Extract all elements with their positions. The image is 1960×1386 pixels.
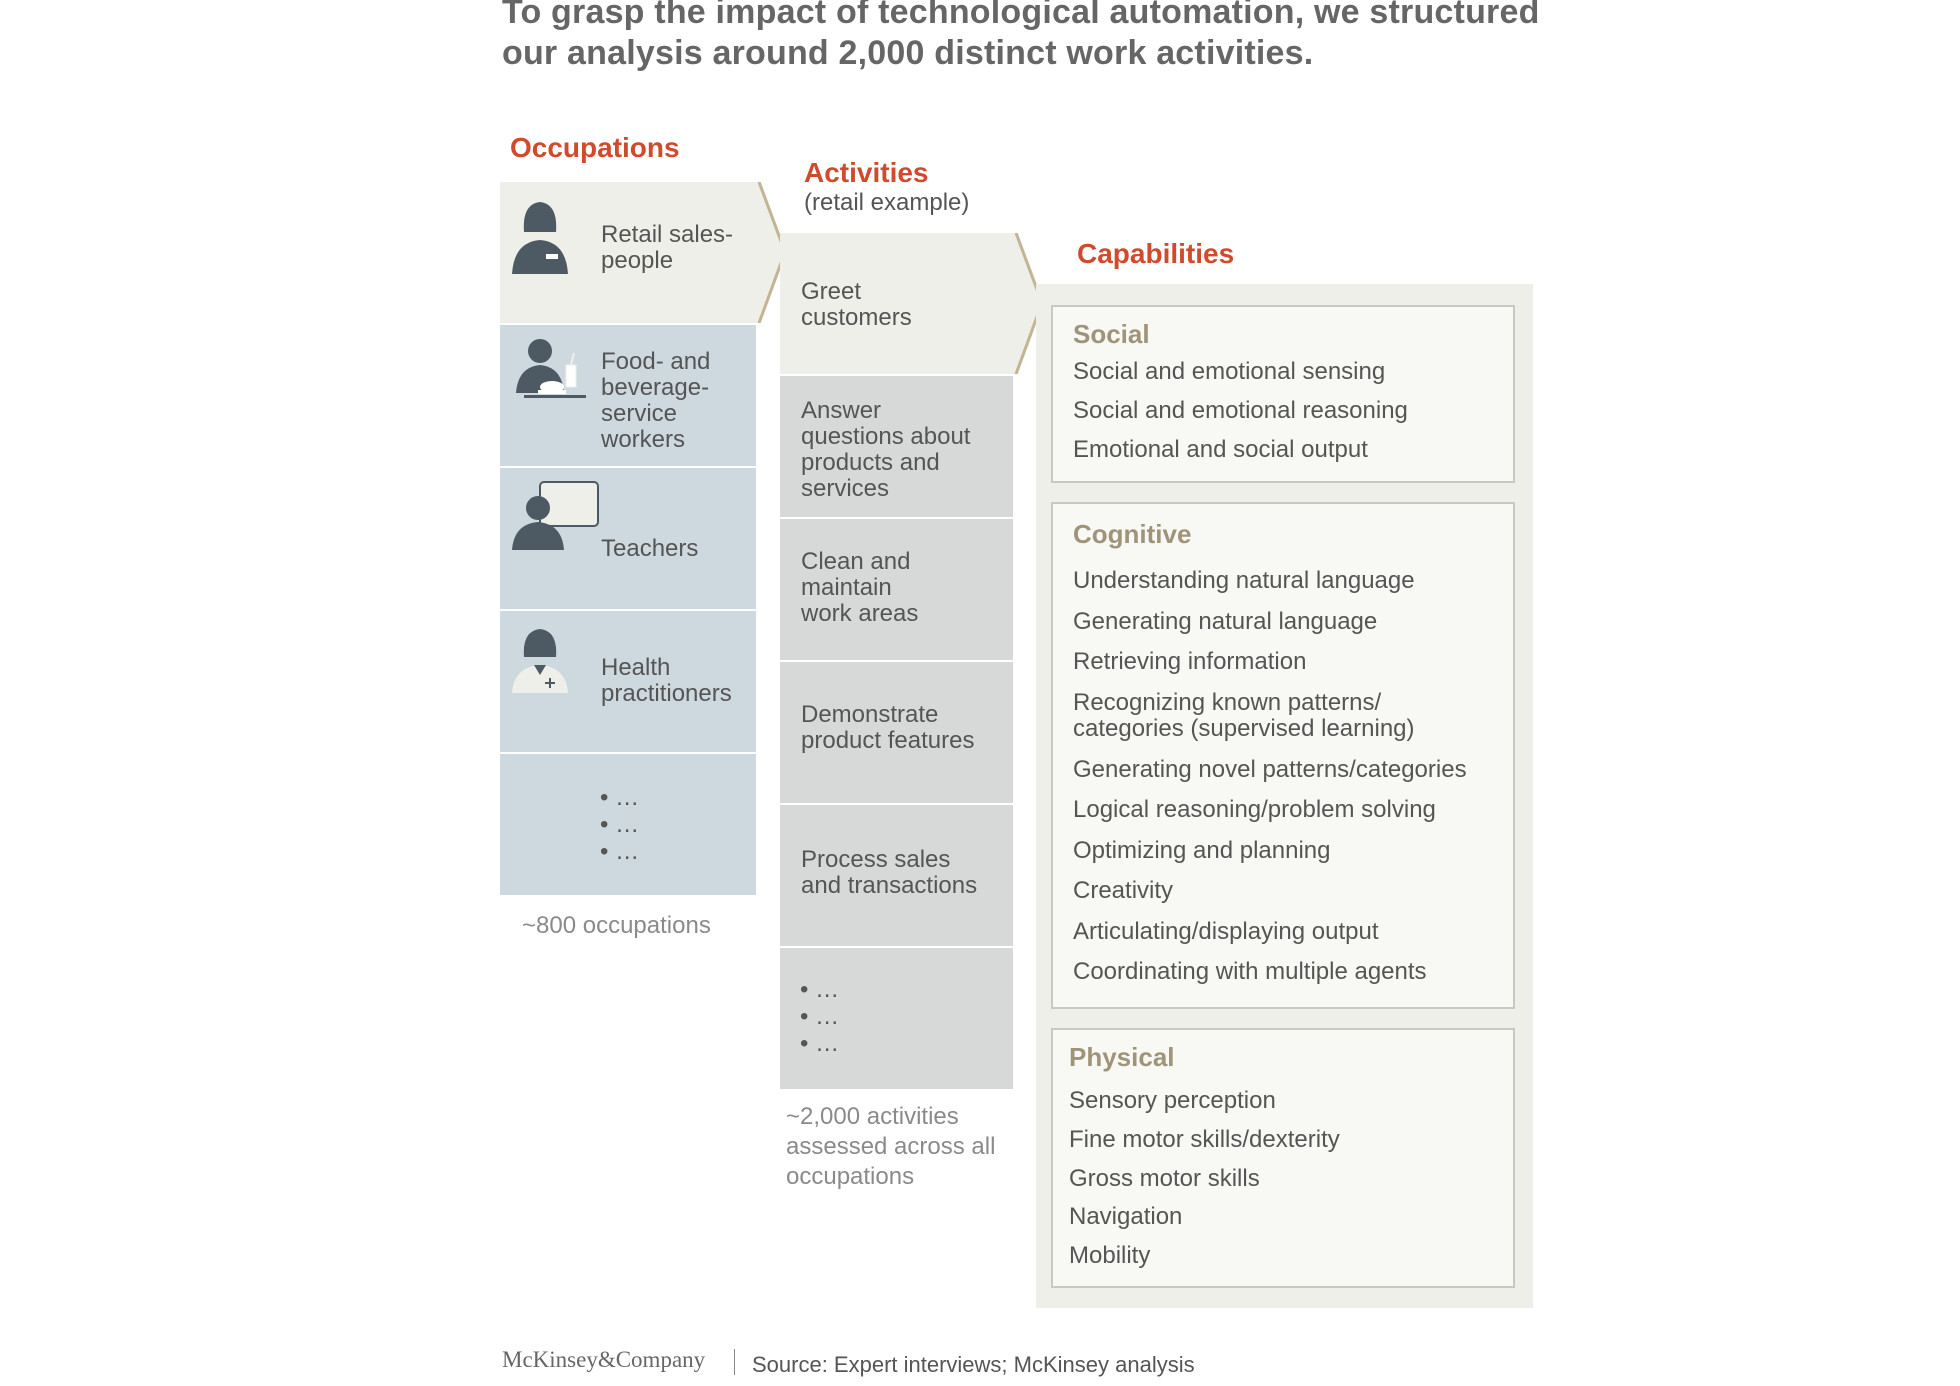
food-service-worker-icon [516,339,586,398]
capability-item: Articulating/displaying output [1073,918,1379,945]
group-title: Physical [1069,1042,1175,1072]
activity-clean-maintain: Clean and maintain work areas [780,519,1013,660]
capability-item: Retrieving information [1073,648,1307,675]
capability-item: Mobility [1069,1242,1151,1269]
activity-demonstrate-features: Demonstrate product features [780,662,1013,803]
health-practitioner-icon [512,629,568,693]
activity-greet-customers: Greet customers [780,233,1013,374]
activity-label: Process sales and transactions [801,846,978,899]
occupation-label: Teachers [601,535,699,562]
capability-item: Gross motor skills [1069,1165,1260,1192]
occupation-label: Health practitioners [601,654,732,707]
source-note: Source: Expert interviews; McKinsey anal… [752,1352,1195,1377]
occupation-health-practitioners: Health practitioners [500,611,756,752]
capability-item: Logical reasoning/problem solving [1073,796,1436,823]
occupation-retail-salespeople: Retail sales- people [500,182,756,323]
capability-item: Fine motor skills/dexterity [1069,1126,1340,1153]
occupations-heading: Occupations [510,132,680,163]
capability-group-social: Social Social and emotional sensing Soci… [1051,305,1515,483]
activity-answer-questions: Answer questions about products and serv… [780,376,1013,517]
activity-process-sales: Process sales and transactions [780,805,1013,946]
capability-item: Generating natural language [1073,608,1378,635]
capability-item: Navigation [1069,1203,1183,1230]
occupation-teachers: Teachers [500,468,756,609]
capability-item: Social and emotional reasoning [1073,397,1408,424]
page-title: To grasp the impact of technological aut… [502,0,1540,72]
occupation-food-beverage-workers: Food- and beverage- service workers [500,325,756,466]
activity-label: Greet customers [801,278,912,331]
capability-item: Generating novel patterns/categories [1073,756,1467,783]
footer-divider [734,1349,735,1375]
capability-item: Optimizing and planning [1073,837,1331,864]
teacher-icon [512,481,599,550]
capability-item: Sensory perception [1069,1087,1276,1114]
occupation-more: • … • … • … [500,754,756,895]
ellipsis-list: • … • … • … [600,784,640,865]
group-title: Cognitive [1073,519,1192,549]
capability-group-physical: Physical Sensory perception Fine motor s… [1051,1028,1515,1288]
mckinsey-logo: McKinsey&Company [502,1347,706,1372]
activities-subheading: (retail example) [804,189,970,216]
activities-heading: Activities [804,157,929,188]
saleswoman-icon [512,202,568,274]
capability-group-cognitive: Cognitive Understanding natural language… [1051,502,1515,1009]
capability-item: Understanding natural language [1073,567,1415,594]
occupation-label: Food- and beverage- service workers [601,348,711,453]
capabilities-heading: Capabilities [1077,238,1235,269]
capability-item: Creativity [1073,877,1174,904]
activity-more: • … • … • … [780,948,1013,1089]
ellipsis-list: • … • … • … [800,976,840,1057]
activity-label: Demonstrate product features [801,701,975,754]
capability-item: Coordinating with multiple agents [1073,958,1427,985]
activities-count-note: ~2,000 activities assessed across all oc… [786,1103,996,1190]
activity-label: Answer questions about products and serv… [801,397,971,502]
occupation-label: Retail sales- people [601,221,734,274]
capability-item: Emotional and social output [1073,436,1368,463]
capability-item: Recognizing known patterns/ categories (… [1073,689,1415,742]
activity-label: Clean and maintain work areas [801,548,919,627]
occupations-count-note: ~800 occupations [522,912,711,939]
group-title: Social [1073,319,1150,349]
capability-item: Social and emotional sensing [1073,358,1386,385]
